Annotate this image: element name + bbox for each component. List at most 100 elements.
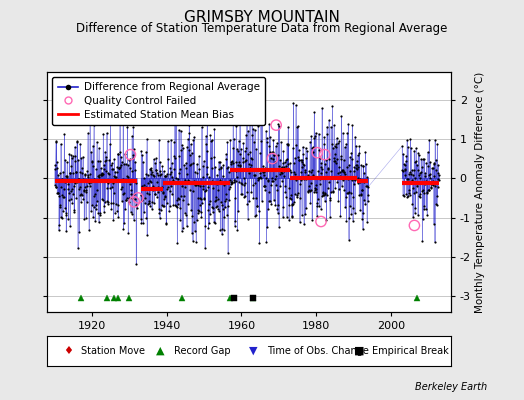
Point	[419, 156, 427, 163]
Point	[281, 182, 289, 189]
Point	[249, 182, 257, 188]
Point	[144, 201, 152, 207]
Point	[80, 188, 88, 195]
Point	[237, 146, 246, 152]
Point	[314, 175, 322, 182]
Point	[324, 165, 333, 171]
Point	[237, 180, 245, 187]
Point	[203, 171, 211, 177]
Point	[185, 187, 194, 193]
Point	[97, 170, 105, 177]
Point	[304, 186, 313, 193]
Point	[257, 138, 265, 144]
Point	[129, 124, 137, 130]
Point	[298, 158, 307, 165]
Point	[253, 202, 261, 209]
Point	[83, 182, 91, 189]
Point	[268, 174, 276, 181]
Point	[160, 173, 169, 179]
Point	[334, 164, 343, 170]
Point	[253, 166, 261, 172]
Point	[426, 159, 434, 165]
Point	[221, 191, 230, 197]
Point	[105, 157, 113, 164]
Point	[335, 138, 344, 144]
Point	[341, 203, 350, 210]
Point	[124, 230, 132, 236]
Point	[414, 212, 422, 218]
Point	[232, 123, 241, 130]
Point	[171, 119, 179, 125]
Point	[64, 196, 73, 203]
Point	[148, 206, 156, 212]
Point	[291, 102, 300, 108]
Point	[191, 228, 199, 234]
Point	[51, 182, 59, 188]
Point	[190, 178, 198, 184]
Point	[320, 192, 328, 199]
Point	[56, 170, 64, 176]
Point	[276, 182, 284, 189]
Point	[434, 170, 443, 176]
Point	[260, 182, 269, 189]
Point	[400, 193, 408, 199]
Point	[287, 196, 295, 202]
Point	[425, 172, 434, 178]
Point	[398, 143, 406, 149]
Point	[249, 194, 257, 201]
Point	[346, 154, 354, 160]
Point	[86, 179, 95, 186]
Point	[312, 182, 321, 189]
Point	[361, 178, 369, 185]
Point	[312, 189, 320, 196]
Point	[416, 170, 424, 176]
Point	[421, 178, 430, 184]
Point	[316, 155, 324, 162]
Point	[340, 169, 348, 175]
Point	[359, 163, 368, 169]
Point	[328, 103, 336, 109]
Point	[254, 208, 263, 214]
Point	[198, 200, 206, 206]
Point	[326, 124, 335, 130]
Point	[150, 200, 158, 206]
Point	[292, 175, 301, 182]
Point	[70, 209, 79, 215]
Point	[115, 165, 123, 172]
Point	[144, 172, 152, 178]
Point	[108, 166, 117, 172]
Point	[338, 168, 346, 174]
Point	[357, 191, 365, 198]
Point	[422, 159, 431, 166]
Point	[140, 175, 148, 182]
Point	[185, 130, 194, 136]
Point	[201, 141, 210, 148]
Point	[95, 158, 104, 164]
Point	[194, 210, 202, 216]
Text: Record Gap: Record Gap	[174, 346, 231, 356]
Point	[270, 176, 279, 183]
Point	[80, 171, 89, 177]
Point	[105, 178, 114, 184]
Point	[88, 158, 96, 164]
Point	[111, 168, 119, 175]
Point	[85, 177, 94, 183]
Point	[407, 144, 415, 151]
Point	[117, 162, 125, 168]
Point	[272, 173, 280, 179]
Point	[217, 198, 225, 205]
Point	[321, 198, 329, 204]
Point	[133, 204, 141, 211]
Point	[86, 183, 94, 190]
Point	[151, 167, 160, 173]
Point	[126, 209, 135, 215]
Point	[285, 185, 293, 191]
Point	[154, 172, 162, 178]
Point	[296, 181, 304, 188]
Point	[329, 188, 337, 194]
Point	[358, 226, 367, 232]
Point	[410, 205, 419, 211]
Point	[75, 229, 83, 236]
Point	[220, 182, 228, 188]
Point	[420, 206, 428, 213]
